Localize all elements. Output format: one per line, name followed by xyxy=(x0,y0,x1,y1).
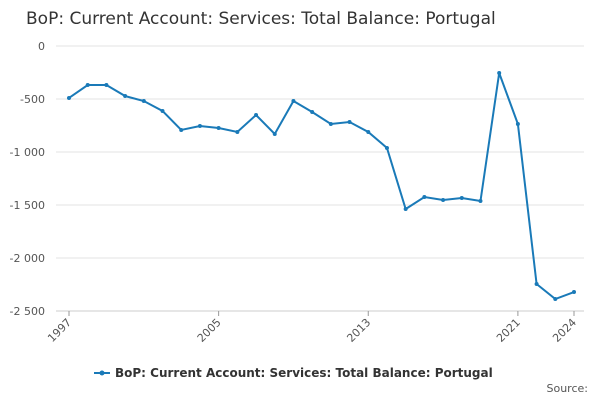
x-tick-label: 2005 xyxy=(195,316,224,345)
x-tick-label: 2024 xyxy=(550,316,579,345)
point xyxy=(254,113,259,118)
series-line xyxy=(68,72,575,301)
point xyxy=(459,196,464,201)
point xyxy=(478,198,483,203)
point xyxy=(216,126,221,131)
point xyxy=(141,99,146,104)
point xyxy=(366,129,371,134)
point xyxy=(403,207,408,212)
point xyxy=(384,145,389,150)
point xyxy=(67,95,71,100)
legend-label: BoP: Current Account: Services: Total Ba… xyxy=(115,366,493,380)
x-tick-label: 1997 xyxy=(45,316,74,345)
point xyxy=(197,124,202,129)
point xyxy=(497,71,502,76)
y-tick-label: 0 xyxy=(38,40,45,53)
y-tick-label: -2 500 xyxy=(10,305,45,318)
chart-title: BoP: Current Account: Services: Total Ba… xyxy=(26,9,496,29)
y-tick-label: -1 000 xyxy=(10,146,45,159)
point xyxy=(179,127,184,132)
point xyxy=(291,99,296,104)
y-tick-label: -2 000 xyxy=(10,252,45,265)
point xyxy=(347,120,352,125)
point xyxy=(160,108,165,113)
y-tick-label: -1 500 xyxy=(10,199,45,212)
point xyxy=(572,290,576,295)
source: Source: xyxy=(547,382,589,395)
x-tick-label: 2013 xyxy=(344,316,373,345)
point xyxy=(235,129,240,134)
point xyxy=(272,131,277,136)
point xyxy=(85,83,90,88)
point xyxy=(534,281,539,286)
point xyxy=(104,83,109,88)
x-tick-label: 2021 xyxy=(494,316,523,345)
legend-marker xyxy=(99,370,105,376)
point xyxy=(441,198,446,203)
point xyxy=(515,122,520,127)
point xyxy=(422,195,427,200)
point xyxy=(123,94,128,99)
point xyxy=(328,122,333,127)
y-tick-label: -500 xyxy=(20,93,45,106)
point xyxy=(310,110,315,115)
point xyxy=(553,297,558,302)
